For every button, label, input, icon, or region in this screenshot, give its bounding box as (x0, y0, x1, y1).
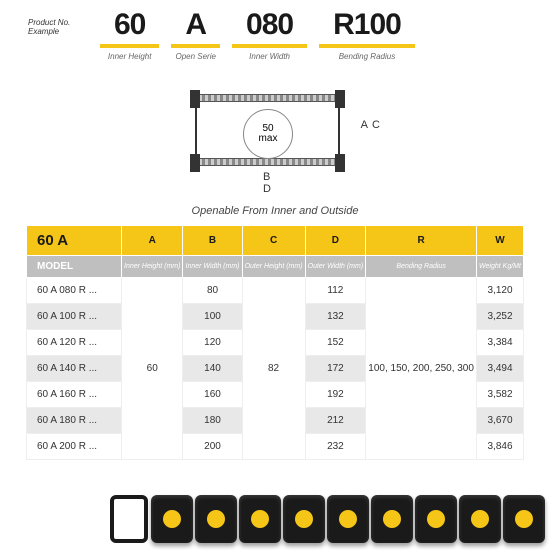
cell-a-merged: 60 (122, 278, 183, 460)
cell-b: 120 (183, 330, 242, 356)
circ-max: max (259, 134, 278, 144)
cell-b: 100 (183, 304, 242, 330)
diagram-max-circle: 50 max (243, 109, 293, 159)
cell-w: 3,846 (477, 434, 524, 460)
lab-height: Inner Height (100, 52, 159, 61)
lab-radius: Bending Radius (319, 52, 415, 61)
cell-w: 3,252 (477, 304, 524, 330)
cell-model: 60 A 080 R ... (27, 278, 122, 304)
cell-model: 60 A 120 R ... (27, 330, 122, 356)
sh-r: Bending Radius (366, 256, 477, 278)
th-model: 60 A (27, 226, 122, 256)
chain-end-bracket (110, 495, 148, 543)
chain-link (239, 495, 281, 543)
cell-w: 3,120 (477, 278, 524, 304)
diagram-caption: Openable From Inner and Outside (0, 205, 550, 217)
dim-d: D (263, 183, 271, 195)
chain-link (151, 495, 193, 543)
chain-link (371, 495, 413, 543)
cell-d: 112 (305, 278, 366, 304)
cell-r-merged: 100, 150, 200, 250, 300 (366, 278, 477, 460)
product-number-header: Product No. Example 60 Inner Height A Op… (0, 0, 550, 71)
dim-c: C (372, 119, 380, 131)
cell-d: 152 (305, 330, 366, 356)
cell-w: 3,384 (477, 330, 524, 356)
header-col-width: 080 Inner Width (232, 8, 307, 61)
cell-model: 60 A 180 R ... (27, 408, 122, 434)
chain-link (283, 495, 325, 543)
cell-model: 60 A 100 R ... (27, 304, 122, 330)
dim-b: B (263, 171, 270, 183)
spec-table: 60 A A B C D R W MODEL Inner Height (mm)… (26, 225, 524, 460)
cell-b: 200 (183, 434, 242, 460)
cell-w: 3,582 (477, 382, 524, 408)
cell-b: 80 (183, 278, 242, 304)
cell-d: 232 (305, 434, 366, 460)
sh-model: MODEL (27, 256, 122, 278)
th-a: A (122, 226, 183, 256)
table-subheader-row: MODEL Inner Height (mm) Inner Width (mm)… (27, 256, 524, 278)
th-d: D (305, 226, 366, 256)
diagram-top-bar (195, 94, 340, 102)
th-r: R (366, 226, 477, 256)
sh-c: Outer Height (mm) (242, 256, 305, 278)
cell-model: 60 A 200 R ... (27, 434, 122, 460)
cross-section-diagram: 50 max A C B D (0, 81, 550, 201)
header-col-radius: R100 Bending Radius (319, 8, 415, 61)
chain-link (415, 495, 457, 543)
cable-chain-image (110, 488, 550, 550)
chain-link (195, 495, 237, 543)
chain-link (503, 495, 545, 543)
cell-model: 60 A 160 R ... (27, 382, 122, 408)
cell-b: 160 (183, 382, 242, 408)
cell-c-merged: 82 (242, 278, 305, 460)
val-radius: R100 (319, 8, 415, 48)
diagram-bottom-bar (195, 158, 340, 166)
cell-d: 212 (305, 408, 366, 434)
cell-w: 3,670 (477, 408, 524, 434)
header-col-serie: A Open Serie (171, 8, 220, 61)
lab-serie: Open Serie (171, 52, 220, 61)
table-header-row: 60 A A B C D R W (27, 226, 524, 256)
val-serie: A (171, 8, 220, 48)
header-col-height: 60 Inner Height (100, 8, 159, 61)
chain-link (327, 495, 369, 543)
lab-width: Inner Width (232, 52, 307, 61)
sh-w: Weight Kg/Mt (477, 256, 524, 278)
cell-d: 192 (305, 382, 366, 408)
table-row: 60 A 080 R ...608082112100, 150, 200, 25… (27, 278, 524, 304)
cell-w: 3,494 (477, 356, 524, 382)
sh-b: Inner Width (mm) (183, 256, 242, 278)
sh-d: Outer Width (mm) (305, 256, 366, 278)
cell-d: 172 (305, 356, 366, 382)
th-w: W (477, 226, 524, 256)
cell-b: 140 (183, 356, 242, 382)
val-height: 60 (100, 8, 159, 48)
dim-a: A (361, 119, 368, 131)
cell-b: 180 (183, 408, 242, 434)
th-c: C (242, 226, 305, 256)
cell-model: 60 A 140 R ... (27, 356, 122, 382)
chain-link (459, 495, 501, 543)
val-width: 080 (232, 8, 307, 48)
sh-a: Inner Height (mm) (122, 256, 183, 278)
example-label: Product No. Example (28, 18, 88, 61)
th-b: B (183, 226, 242, 256)
cell-d: 132 (305, 304, 366, 330)
